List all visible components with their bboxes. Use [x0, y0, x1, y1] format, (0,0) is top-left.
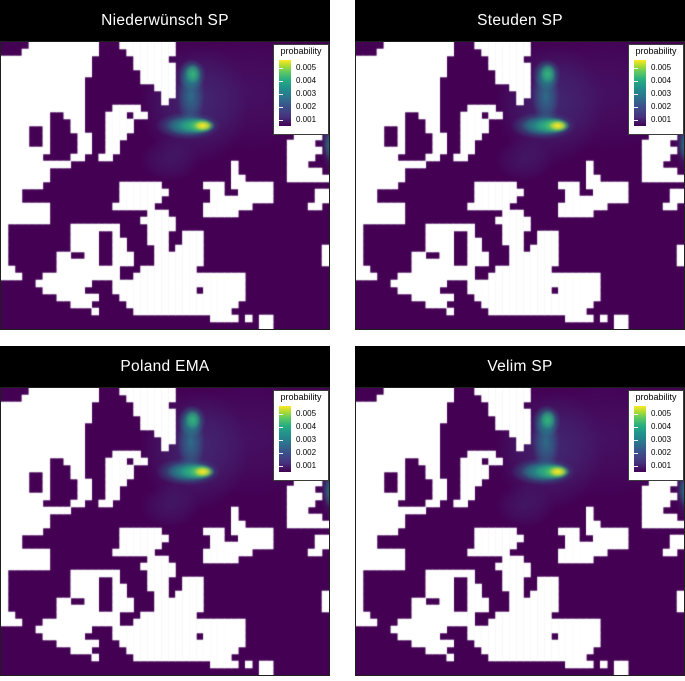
europe-map-container: probability 0.005 0.004 0.003 0.002 0.001 [355, 41, 685, 330]
panel-title: Poland EMA [0, 346, 330, 387]
legend-tick-label: 0.001 [296, 115, 317, 124]
legend-body: 0.005 0.004 0.003 0.002 0.001 [629, 57, 683, 133]
legend-body: 0.005 0.004 0.003 0.002 0.001 [629, 403, 683, 479]
legend-tick-mark [634, 453, 638, 454]
legend-tick-mark [634, 427, 638, 428]
legend-tick-label: 0.005 [296, 63, 317, 72]
legend-tick-label: 0.004 [651, 422, 672, 431]
europe-map-container: probability 0.005 0.004 0.003 0.002 0.001 [0, 387, 330, 676]
legend-tick-label: 0.004 [296, 76, 317, 85]
legend-title: probability [635, 46, 677, 56]
legend-tick-label: 0.001 [296, 461, 317, 470]
legend-tick-label: 0.003 [296, 435, 317, 444]
map-panel-poland-ema: Poland EMA probability 0.005 0.004 0.003 0.… [0, 346, 330, 676]
legend-tick-mark [634, 414, 638, 415]
legend-tick-label: 0.003 [296, 89, 317, 98]
legend-tick-label: 0.005 [651, 63, 672, 72]
legend-title: probability [280, 392, 322, 402]
legend-tick-label: 0.005 [651, 409, 672, 418]
legend-tick-label: 0.001 [651, 461, 672, 470]
legend-body: 0.005 0.004 0.003 0.002 0.001 [274, 403, 328, 479]
viridis-colorbar [634, 406, 646, 472]
legend-tick-label: 0.003 [651, 89, 672, 98]
viridis-colorbar [279, 406, 291, 472]
legend-tick-mark [279, 81, 283, 82]
map-panel-velim-sp: Velim SP probability 0.005 0.004 0.003 0.00… [355, 346, 685, 676]
legend-tick-label: 0.004 [296, 422, 317, 431]
panel-title: Niederwünsch SP [0, 0, 330, 41]
legend-tick-label: 0.005 [296, 409, 317, 418]
europe-map-container: probability 0.005 0.004 0.003 0.002 0.001 [355, 387, 685, 676]
viridis-colorbar [279, 60, 291, 126]
legend-tick-mark [279, 427, 283, 428]
legend-tick-mark [634, 68, 638, 69]
legend-tick-label: 0.002 [296, 448, 317, 457]
legend-tick-label: 0.003 [651, 435, 672, 444]
legend-body: 0.005 0.004 0.003 0.002 0.001 [274, 57, 328, 133]
legend-tick-mark [279, 466, 283, 467]
legend-tick-mark [279, 94, 283, 95]
probability-legend: probability 0.005 0.004 0.003 0.002 0.001 [273, 390, 329, 481]
legend-tick-label: 0.002 [651, 448, 672, 457]
legend-tick-mark [634, 120, 638, 121]
legend-tick-mark [279, 414, 283, 415]
legend-title: probability [280, 46, 322, 56]
viridis-colorbar [634, 60, 646, 126]
map-panel-steuden-sp: Steuden SP probability 0.005 0.004 0.003 0.… [355, 0, 685, 330]
legend-tick-mark [634, 107, 638, 108]
legend-tick-label: 0.002 [651, 102, 672, 111]
legend-tick-mark [279, 68, 283, 69]
probability-legend: probability 0.005 0.004 0.003 0.002 0.001 [273, 44, 329, 135]
probability-legend: probability 0.005 0.004 0.003 0.002 0.001 [628, 390, 684, 481]
legend-tick-mark [279, 440, 283, 441]
legend-title: probability [635, 392, 677, 402]
europe-map-container: probability 0.005 0.004 0.003 0.002 0.001 [0, 41, 330, 330]
legend-tick-label: 0.002 [296, 102, 317, 111]
legend-tick-mark [279, 120, 283, 121]
panel-title: Velim SP [355, 346, 685, 387]
legend-tick-mark [634, 81, 638, 82]
legend-tick-mark [634, 440, 638, 441]
legend-tick-label: 0.001 [651, 115, 672, 124]
legend-tick-label: 0.004 [651, 76, 672, 85]
legend-tick-mark [634, 466, 638, 467]
legend-tick-mark [279, 453, 283, 454]
panel-title: Steuden SP [355, 0, 685, 41]
map-panel-niederwuensch-sp: Niederwünsch SP probability 0.005 0.004 0.… [0, 0, 330, 330]
legend-tick-mark [634, 94, 638, 95]
probability-legend: probability 0.005 0.004 0.003 0.002 0.001 [628, 44, 684, 135]
legend-tick-mark [279, 107, 283, 108]
